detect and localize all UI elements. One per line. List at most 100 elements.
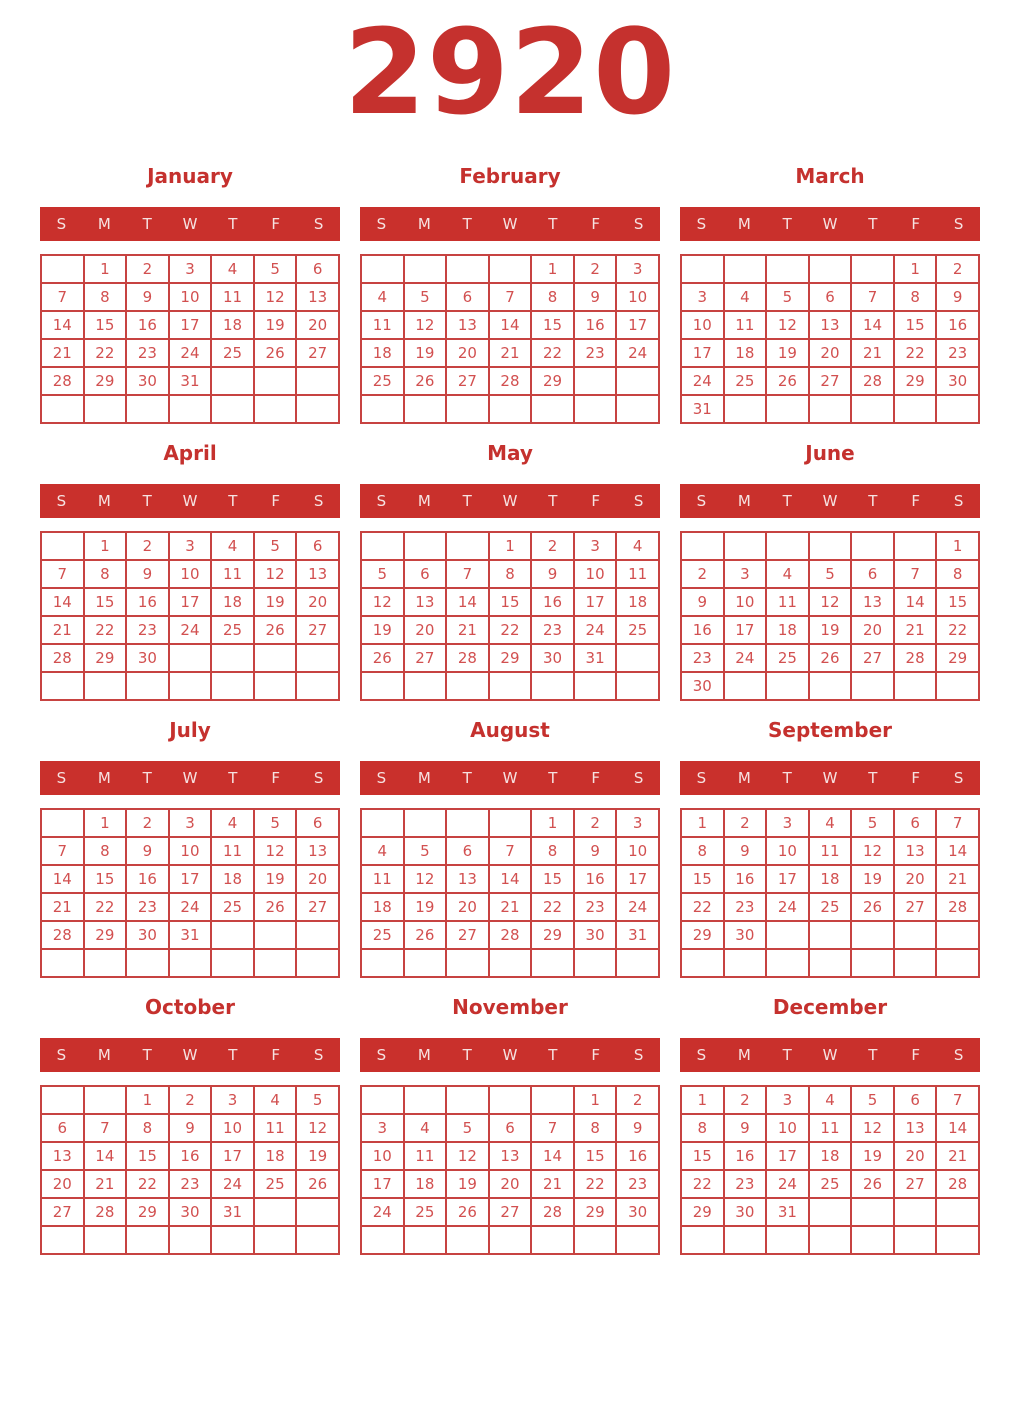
day-cell: 18 bbox=[210, 587, 255, 617]
empty-day-cell bbox=[125, 394, 170, 424]
day-cell: 14 bbox=[892, 587, 938, 617]
day-cell: 30 bbox=[125, 920, 170, 950]
day-cell: 23 bbox=[125, 892, 170, 922]
weekday-label: W bbox=[822, 492, 838, 510]
day-cell: 8 bbox=[530, 836, 575, 866]
day-cell: 25 bbox=[210, 338, 255, 368]
weekday-label: S bbox=[313, 492, 324, 510]
empty-day-cell bbox=[167, 1225, 213, 1255]
day-cell: 2 bbox=[935, 254, 980, 284]
empty-day-cell bbox=[572, 671, 618, 701]
day-cell: 23 bbox=[167, 1169, 213, 1199]
day-cell: 6 bbox=[487, 1113, 533, 1143]
day-cell: 13 bbox=[295, 836, 340, 866]
empty-day-cell bbox=[572, 948, 618, 978]
weekday-label: S bbox=[696, 215, 707, 233]
day-cell: 19 bbox=[445, 1169, 490, 1199]
empty-day-cell bbox=[935, 1197, 980, 1227]
day-cell: 18 bbox=[722, 338, 768, 368]
day-cell: 25 bbox=[210, 892, 255, 922]
day-cell: 14 bbox=[445, 587, 490, 617]
weekday-label: S bbox=[376, 215, 387, 233]
week-row: 25 26 27 28 29 bbox=[360, 366, 660, 396]
week-row: 8 9 10 11 12 13 14 bbox=[680, 836, 980, 866]
day-cell: 20 bbox=[487, 1169, 533, 1199]
day-cell: 17 bbox=[615, 310, 660, 340]
empty-day-cell bbox=[360, 948, 405, 978]
empty-day-cell bbox=[850, 948, 895, 978]
day-cell: 22 bbox=[935, 615, 980, 645]
day-cell: 22 bbox=[892, 338, 938, 368]
empty-day-cell bbox=[572, 1225, 618, 1255]
day-cell: 14 bbox=[850, 310, 895, 340]
empty-day-cell bbox=[530, 394, 575, 424]
day-cell: 9 bbox=[167, 1113, 213, 1143]
day-cell: 11 bbox=[252, 1113, 298, 1143]
day-cell: 12 bbox=[807, 587, 853, 617]
day-cell: 5 bbox=[295, 1085, 340, 1115]
weekday-label: W bbox=[822, 1046, 838, 1064]
weekday-label: T bbox=[868, 769, 878, 787]
day-cell: 5 bbox=[252, 254, 298, 284]
empty-day-cell bbox=[892, 920, 938, 950]
empty-day-cell bbox=[210, 920, 255, 950]
week-row: 8 9 10 11 12 13 14 bbox=[680, 1113, 980, 1143]
day-cell: 5 bbox=[360, 559, 405, 589]
day-cell: 23 bbox=[530, 615, 575, 645]
day-cell: 20 bbox=[402, 615, 448, 645]
empty-day-cell bbox=[125, 948, 170, 978]
empty-day-cell bbox=[935, 920, 980, 950]
week-row: 14 15 16 17 18 19 20 bbox=[40, 864, 340, 894]
day-cell: 18 bbox=[210, 864, 255, 894]
day-cell: 3 bbox=[167, 531, 213, 561]
day-cell: 26 bbox=[402, 920, 448, 950]
empty-day-cell bbox=[40, 394, 85, 424]
day-cell: 19 bbox=[252, 587, 298, 617]
day-cell: 16 bbox=[722, 1141, 768, 1171]
day-cell: 2 bbox=[572, 254, 618, 284]
day-cell: 5 bbox=[850, 808, 895, 838]
day-cell: 26 bbox=[295, 1169, 340, 1199]
empty-day-cell bbox=[615, 394, 660, 424]
day-cell: 4 bbox=[210, 808, 255, 838]
month-days-table: 1 2 3 4 5 6 7 8 9 10 11 12 13 14 15 16 17 18 19 20 21 22 23 24 2… bbox=[680, 531, 980, 701]
day-cell: 2 bbox=[722, 808, 768, 838]
day-cell: 13 bbox=[402, 587, 448, 617]
day-cell: 27 bbox=[850, 643, 895, 673]
day-cell: 22 bbox=[680, 1169, 725, 1199]
day-cell: 25 bbox=[807, 892, 853, 922]
weekday-label: S bbox=[953, 492, 964, 510]
day-cell: 8 bbox=[680, 1113, 725, 1143]
day-cell: 9 bbox=[722, 836, 768, 866]
empty-day-cell bbox=[360, 808, 405, 838]
day-cell: 2 bbox=[125, 808, 170, 838]
empty-day-cell bbox=[402, 1225, 448, 1255]
day-cell: 22 bbox=[530, 338, 575, 368]
day-cell: 15 bbox=[935, 587, 980, 617]
empty-day-cell bbox=[765, 1225, 810, 1255]
empty-day-cell bbox=[402, 531, 448, 561]
weekday-label: M bbox=[417, 769, 431, 787]
empty-day-cell bbox=[892, 948, 938, 978]
day-cell: 29 bbox=[487, 643, 533, 673]
day-cell: 28 bbox=[40, 920, 85, 950]
day-cell: 3 bbox=[615, 254, 660, 284]
day-cell: 16 bbox=[167, 1141, 213, 1171]
day-cell: 16 bbox=[530, 587, 575, 617]
empty-day-cell bbox=[295, 948, 340, 978]
day-cell: 4 bbox=[807, 1085, 853, 1115]
day-cell: 14 bbox=[40, 587, 85, 617]
day-cell: 10 bbox=[167, 836, 213, 866]
day-cell: 18 bbox=[360, 338, 405, 368]
empty-day-cell bbox=[722, 531, 768, 561]
day-cell: 22 bbox=[572, 1169, 618, 1199]
